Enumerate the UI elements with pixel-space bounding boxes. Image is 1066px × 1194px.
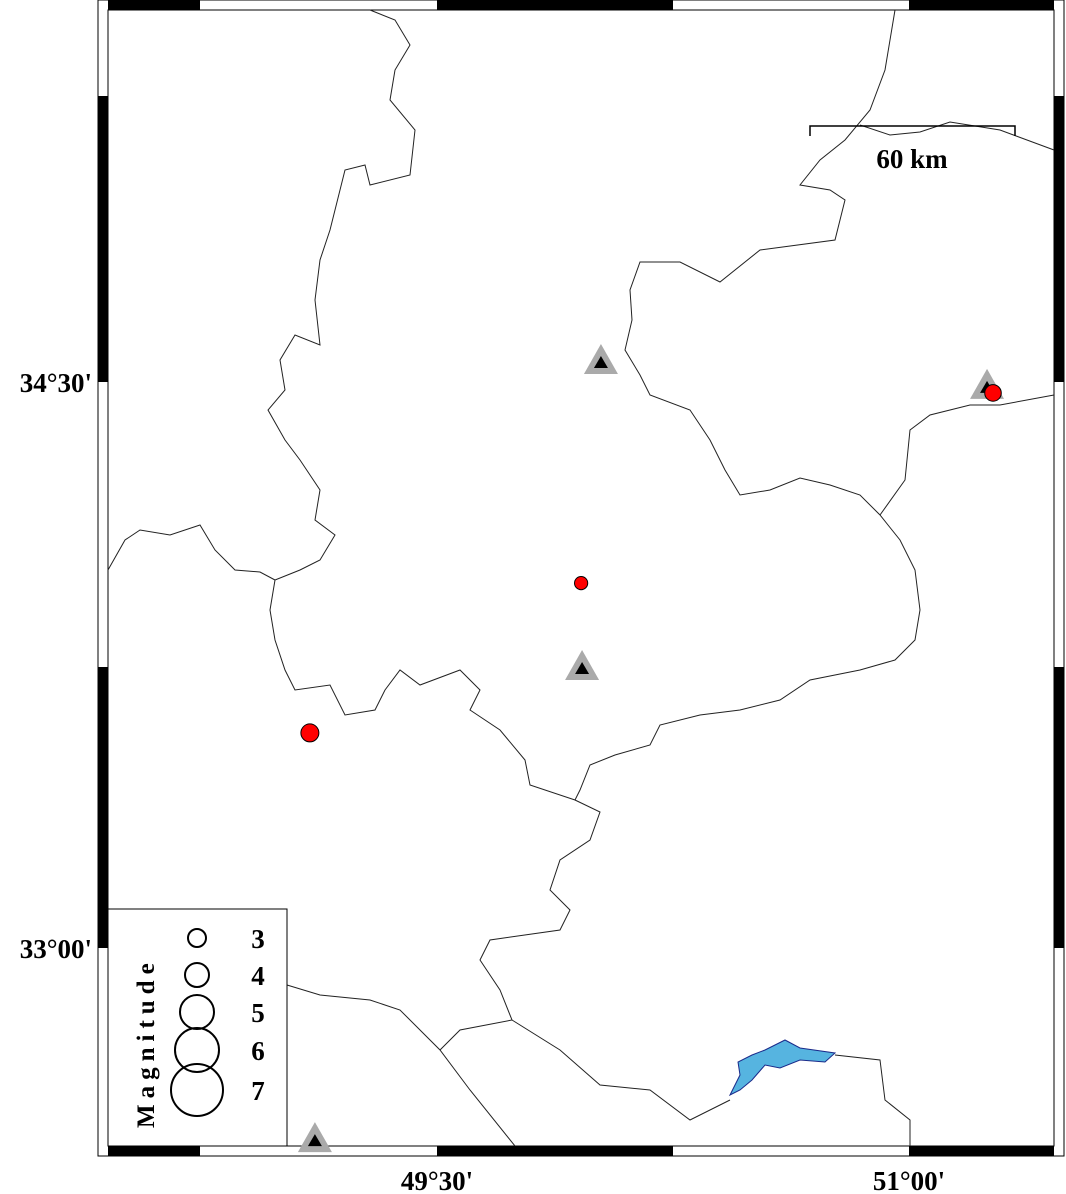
- legend-label: 3: [251, 924, 265, 954]
- province-boundaries: [107, 9, 1055, 1147]
- lon-tick-label: 49°30': [401, 1166, 473, 1194]
- legend-circle: [187, 928, 207, 948]
- legend-label: 4: [251, 961, 265, 991]
- earthquake-event-marker: [300, 723, 320, 743]
- scale-bar-label: 60 km: [876, 144, 948, 174]
- seismic-station-marker: [565, 650, 600, 681]
- legend-circle: [170, 1063, 224, 1117]
- events-layer: [300, 384, 1002, 743]
- legend-title: Magnitude: [133, 957, 160, 1128]
- legend-label: 5: [251, 998, 265, 1028]
- lat-tick-label: 34°30': [20, 368, 92, 398]
- earthquake-event-marker: [984, 384, 1002, 402]
- lat-tick-label: 33°00': [20, 934, 92, 964]
- earthquake-event-marker: [574, 576, 589, 591]
- lake: [728, 1039, 837, 1097]
- legend-label: 6: [251, 1036, 265, 1066]
- magnitude-legend: Magnitude 3 4 5 6 7: [107, 908, 288, 1147]
- scale-bar: 60 km: [809, 125, 1016, 174]
- lon-tick-label: 51°00': [873, 1166, 945, 1194]
- legend-circle: [174, 1027, 220, 1073]
- seismic-station-marker: [297, 1122, 332, 1153]
- legend-label: 7: [251, 1076, 265, 1106]
- legend-circle: [184, 962, 210, 988]
- seismic-station-marker: [583, 344, 618, 375]
